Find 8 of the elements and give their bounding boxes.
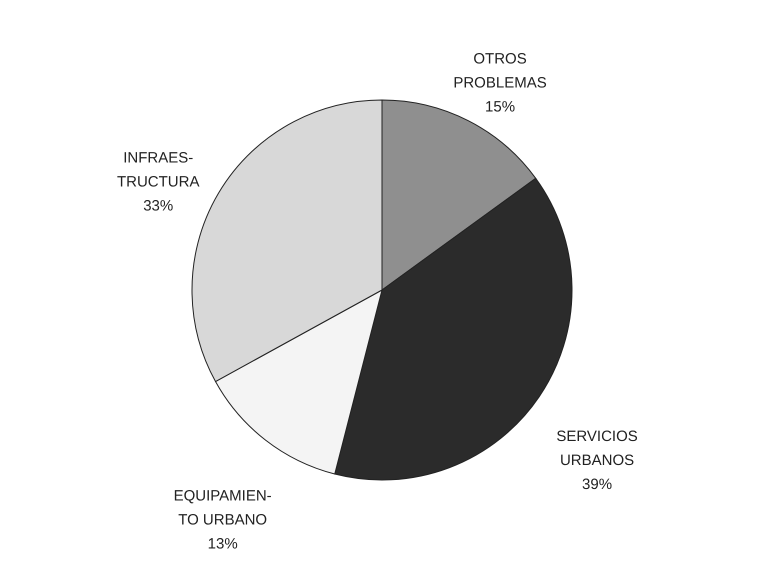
slice-label: OTROS PROBLEMAS xyxy=(453,50,547,92)
data-label: 39% xyxy=(582,476,612,494)
data-label: 13% xyxy=(208,535,238,552)
slice-label: SERVICIOS URBANOS xyxy=(556,428,638,470)
data-label: 15% xyxy=(485,98,516,116)
slice-label: EQUIPAMIEN- TO URBANO xyxy=(174,487,272,528)
slice-label: INFRAES- TRUCTURA xyxy=(116,150,200,191)
data-label: 33% xyxy=(143,198,174,215)
